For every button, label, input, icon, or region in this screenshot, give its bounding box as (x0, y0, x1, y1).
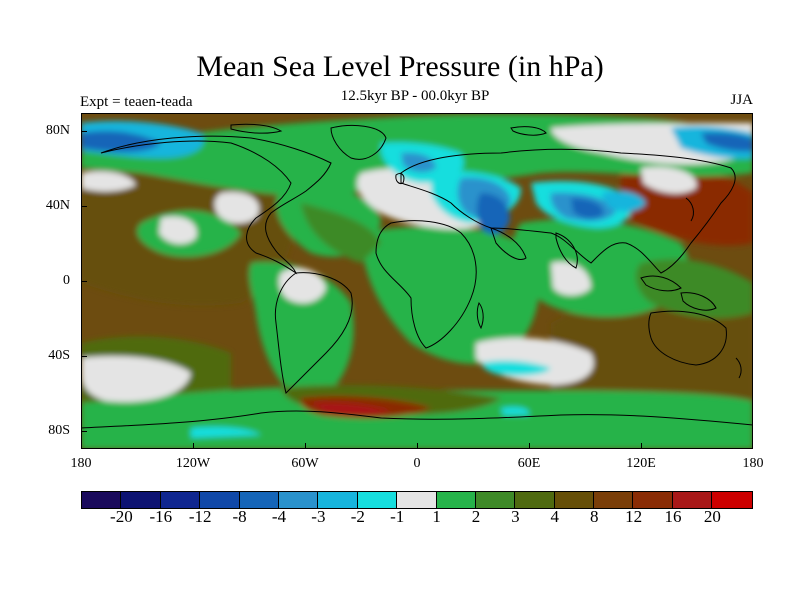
tick-40n (81, 206, 87, 207)
colorbar-box (318, 492, 358, 508)
colorbar-box (357, 492, 398, 508)
colorbar-label: 16 (664, 507, 682, 526)
colorbar-box (515, 492, 555, 508)
coastlines (81, 123, 753, 429)
colorbar-box (239, 492, 279, 508)
colorbar-label: -4 (271, 507, 287, 526)
colorbar-box (436, 492, 476, 508)
lat-label-40n: 40N (45, 198, 70, 213)
colorbar-box (200, 492, 240, 508)
colorbar-label: -1 (390, 507, 405, 526)
map-subtitle: 12.5kyr BP - 00.0kyr BP (340, 88, 490, 104)
tick-80n (81, 131, 87, 132)
colorbar-label: -16 (149, 507, 173, 526)
colorbar-label: 20 (703, 507, 721, 526)
colorbar-label: 12 (625, 507, 643, 526)
colorbar-box (594, 492, 634, 508)
tick-0 (417, 443, 418, 449)
lon-label-60e: 60E (517, 456, 541, 471)
colorbar-label: 4 (550, 507, 560, 526)
lon-label-120w: 120W (175, 456, 211, 471)
colorbar-box (633, 492, 673, 508)
lat-label-80n: 80N (45, 123, 70, 138)
colorbar-box (475, 492, 516, 508)
lon-label-180w: 180 (70, 456, 92, 471)
colorbar (81, 491, 753, 509)
colorbar-box (712, 492, 752, 508)
colorbar-box (554, 492, 595, 508)
lon-label-180e: 180 (742, 456, 764, 471)
season-label: JJA (730, 92, 753, 108)
tick-eq (81, 281, 87, 282)
colorbar-label: 2 (471, 507, 481, 526)
tick-40s (81, 356, 87, 357)
tick-120w (193, 443, 194, 449)
map-canvas (81, 113, 753, 449)
colorbar-label: -12 (188, 507, 212, 526)
colorbar-label: -8 (232, 507, 247, 526)
tick-60w (305, 443, 306, 449)
pressure-field (81, 114, 753, 449)
lon-label-60w: 60W (291, 456, 319, 471)
tick-80s (81, 431, 87, 432)
colorbar-label: -3 (311, 507, 326, 526)
map-title: Mean Sea Level Pressure (in hPa) (196, 50, 604, 83)
colorbar-box (278, 492, 319, 508)
colorbar-box (82, 492, 122, 508)
tick-120e (641, 443, 642, 449)
lat-label-40s: 40S (48, 348, 70, 363)
colorbar-label: -2 (350, 507, 365, 526)
lon-label-0: 0 (413, 456, 421, 471)
colorbar-label: -20 (110, 507, 133, 526)
lat-label-0: 0 (63, 273, 70, 288)
colorbar-box (672, 492, 713, 508)
colorbar-box (121, 492, 161, 508)
colorbar-box (160, 492, 201, 508)
colorbar-label: 1 (432, 507, 441, 526)
pressure-map (81, 113, 753, 449)
tick-60e (529, 443, 530, 449)
colorbar-label: 8 (589, 507, 599, 526)
lon-label-120e: 120E (626, 456, 656, 471)
experiment-label: Expt = teaen-teada (80, 94, 193, 110)
lat-label-80s: 80S (48, 423, 70, 438)
colorbar-box (397, 492, 437, 508)
colorbar-label: 3 (511, 507, 520, 526)
